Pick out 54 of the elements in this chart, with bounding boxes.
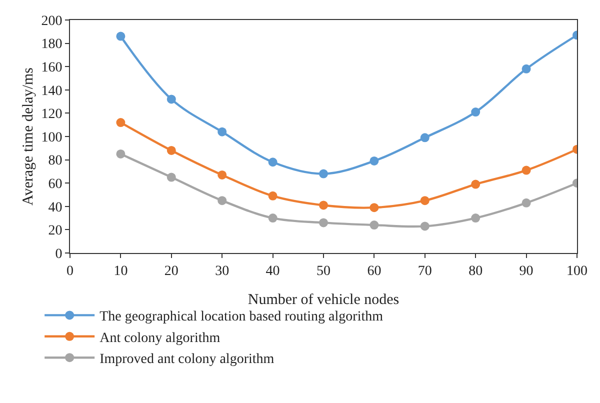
y-axis-title: Average time delay/ms — [20, 67, 36, 206]
x-tick-label: 80 — [468, 264, 483, 279]
point — [268, 158, 278, 167]
point — [116, 32, 126, 41]
y-tick-label: 180 — [41, 37, 62, 52]
point — [218, 196, 227, 206]
y-tick-label: 20 — [48, 224, 62, 239]
y-tick-label: 200 — [41, 14, 62, 29]
point — [420, 133, 430, 142]
y-tick-label: 120 — [41, 107, 62, 122]
x-tick-label: 60 — [367, 264, 382, 279]
point — [370, 203, 379, 212]
x-tick-label: 70 — [418, 264, 432, 279]
point — [522, 198, 531, 208]
x-tick-label: 0 — [66, 264, 74, 279]
point — [166, 172, 176, 182]
point — [420, 196, 430, 206]
point — [218, 170, 227, 180]
x-tick-label: 50 — [316, 264, 330, 279]
point — [370, 156, 379, 166]
point — [471, 180, 480, 189]
point — [319, 169, 328, 178]
point — [522, 64, 531, 74]
y-tick-label: 40 — [48, 200, 62, 216]
y-tick-label: 160 — [41, 60, 62, 76]
point — [116, 118, 126, 128]
y-tick-label: 140 — [41, 84, 62, 99]
x-axis-title: Number of vehicle nodes — [248, 292, 400, 308]
y-tick-label: 0 — [55, 246, 62, 262]
y-tick-label: 60 — [48, 177, 62, 192]
x-tick-label: 100 — [566, 264, 588, 279]
x-tick-label: 40 — [266, 264, 280, 279]
point — [218, 127, 227, 136]
legend-label: Improved ant colony algorithm — [100, 352, 274, 368]
x-tick-label: 30 — [215, 264, 230, 279]
point — [522, 166, 531, 175]
x-tick-label: 10 — [114, 264, 128, 279]
x-tick-label: 20 — [164, 264, 178, 279]
x-tick-label: 90 — [519, 264, 534, 279]
point — [420, 222, 430, 231]
y-tick-label: 80 — [48, 154, 62, 169]
point — [116, 149, 126, 158]
point — [166, 146, 176, 155]
point — [319, 218, 328, 228]
point — [319, 200, 328, 210]
legend-label: The geographical location based routing algorithm — [100, 310, 384, 325]
point — [268, 191, 278, 200]
legend-label: Ant colony algorithm — [100, 330, 220, 346]
point — [268, 214, 278, 223]
y-tick-label: 100 — [41, 130, 62, 146]
point — [166, 94, 176, 104]
point — [370, 220, 379, 230]
point — [471, 214, 480, 223]
point — [471, 108, 480, 117]
